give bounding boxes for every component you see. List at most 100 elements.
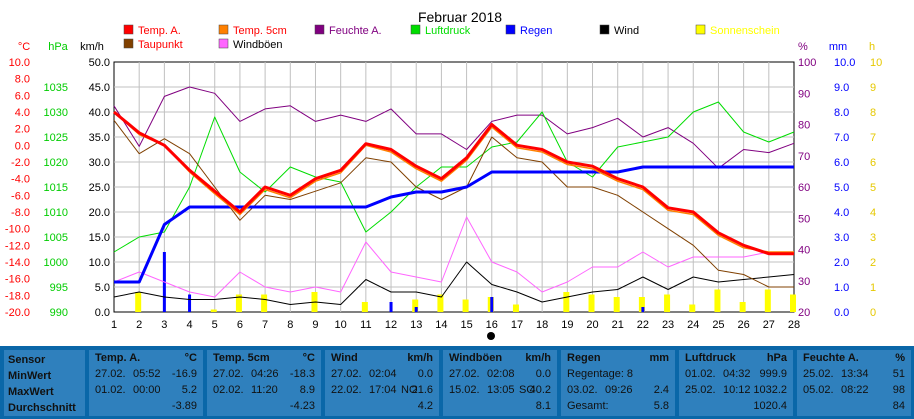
series-line — [113, 261, 795, 305]
legend-label: Temp. A. — [138, 25, 181, 37]
sunshine-bar — [638, 297, 645, 312]
stats-table: Sensor MinWert MaxWert Durchschnitt Temp… — [0, 346, 914, 419]
stats-panel-unit: mm — [649, 352, 669, 364]
stats-date: 01.02. — [95, 384, 126, 396]
tick-label: 1030 — [44, 107, 68, 119]
tick-label: 8 — [870, 107, 876, 119]
x-tick-label: 27 — [763, 319, 775, 331]
legend-swatch — [218, 38, 229, 49]
stats-time: 10:12 — [723, 384, 751, 396]
stats-panel: Luftdruck hPa 01.02. 04:32 999.9 25.02. 10:12 1… — [679, 350, 793, 416]
x-tick-label: 14 — [435, 319, 447, 331]
legend-label: Luftdruck — [425, 25, 471, 37]
stats-value: 8.9 — [299, 384, 315, 396]
chart-legend: Temp. A. Temp. 5cm Feuchte A. Luftdruck Rege… — [123, 24, 780, 51]
legend-swatch — [599, 24, 610, 35]
tick-label: 3 — [870, 232, 876, 244]
stats-value: 1032.2 — [753, 384, 787, 396]
rain-bar — [414, 307, 418, 312]
stats-panel: Temp. 5cm °C 27.02. 04:26 -18.3 02.02. 11:20 8.… — [207, 350, 321, 416]
sunshine-bar — [714, 289, 721, 312]
weather-chart: Februar 2018 Temp. A. Temp. 5cm Feuchte A.… — [5, 9, 882, 340]
tick-label: 15.0 — [89, 232, 110, 244]
sunshine-bar — [412, 299, 419, 312]
axis-unit-label: % — [798, 41, 808, 53]
stats-time: 04:26 — [251, 368, 279, 380]
x-tick-label: 9 — [312, 319, 318, 331]
stats-date: 27.02. — [449, 368, 480, 380]
stats-panel: Wind km/h 27.02. 02:04 0.0 22.02. 17:04 NO 21.6 4… — [325, 350, 439, 416]
legend-label: Temp. 5cm — [233, 25, 287, 37]
tick-label: 2 — [870, 257, 876, 269]
tick-label: 20 — [798, 307, 810, 319]
tick-label: 4 — [870, 207, 876, 219]
tick-label: -10.0 — [5, 224, 30, 236]
stats-date: 01.02. — [685, 368, 716, 380]
axis-unit-label: °C — [18, 41, 30, 53]
series-line — [114, 165, 794, 284]
stats-value: -3.89 — [171, 400, 197, 412]
tick-label: 5.0 — [95, 282, 110, 294]
stats-value: 999.9 — [759, 368, 787, 380]
legend-swatch — [123, 38, 134, 49]
stats-panel: Temp. A. °C 27.02. 05:52 -16.9 01.02. 00:00 5.2… — [89, 350, 203, 416]
tick-label: 2.0 — [834, 257, 849, 269]
tick-label: 2.0 — [15, 124, 30, 136]
tick-label: 1025 — [44, 132, 68, 144]
x-tick-label: 16 — [486, 319, 498, 331]
tick-label: 5 — [870, 182, 876, 194]
legend-label: Feuchte A. — [329, 25, 382, 37]
x-tick-label: 18 — [536, 319, 548, 331]
tick-label: 10.0 — [834, 57, 855, 69]
stats-date: Regentage: 8 — [567, 368, 634, 380]
x-tick-label: 7 — [262, 319, 268, 331]
stats-value: 4.2 — [417, 400, 433, 412]
axis-unit-label: mm — [829, 41, 847, 53]
x-tick-label: 11 — [360, 319, 371, 331]
sunshine-bar — [689, 304, 696, 312]
sunshine-bar — [588, 294, 595, 312]
tick-label: 50.0 — [89, 57, 110, 69]
x-tick-label: 6 — [237, 319, 243, 331]
tick-label: -18.0 — [5, 290, 30, 302]
stats-panel-unit: % — [895, 352, 905, 364]
legend-label: Wind — [614, 25, 639, 37]
tick-label: -2.0 — [11, 157, 30, 169]
stats-date: 22.02. — [331, 384, 362, 396]
current-day-marker — [487, 332, 495, 340]
row-label-min: MinWert — [8, 370, 52, 382]
legend-swatch — [410, 24, 421, 35]
chart-lines — [113, 86, 795, 305]
rain-bar — [188, 294, 192, 312]
stats-date: 05.02. — [803, 384, 834, 396]
tick-label: 10.0 — [9, 57, 30, 69]
sunshine-bar — [512, 304, 519, 312]
tick-label: 100 — [798, 57, 816, 69]
sunshine-bar — [613, 297, 620, 312]
stats-value: -16.9 — [171, 368, 197, 380]
row-label-sensor: Sensor — [8, 354, 46, 366]
tick-label: 1 — [870, 282, 876, 294]
x-tick-label: 5 — [212, 319, 218, 331]
stats-time: 08:22 — [841, 384, 869, 396]
stats-panel: Feuchte A.% 25.02. 13:34 51 05.02. 08:22 98 84 — [797, 350, 911, 416]
tick-label: 10 — [870, 57, 882, 69]
legend-label: Sonnenschein — [710, 25, 780, 37]
tick-label: -4.0 — [11, 174, 30, 186]
legend-swatch — [218, 24, 229, 35]
tick-label: 6.0 — [834, 157, 849, 169]
tick-label: -16.0 — [5, 274, 30, 286]
tick-label: 1020 — [44, 157, 68, 169]
stats-value: 5.2 — [181, 384, 197, 396]
tick-label: 30.0 — [89, 157, 110, 169]
tick-label: 40.0 — [89, 107, 110, 119]
stats-panel-title: Wind — [331, 352, 358, 364]
tick-label: 9.0 — [834, 82, 849, 94]
sunshine-bar — [664, 294, 671, 312]
x-tick-label: 28 — [788, 319, 800, 331]
tick-label: 80 — [798, 120, 810, 132]
stats-panel-title: Feuchte A. — [803, 352, 859, 364]
tick-label: 5.0 — [834, 182, 849, 194]
stats-panel-title: Temp. 5cm — [213, 352, 270, 364]
tick-label: 990 — [50, 307, 68, 319]
